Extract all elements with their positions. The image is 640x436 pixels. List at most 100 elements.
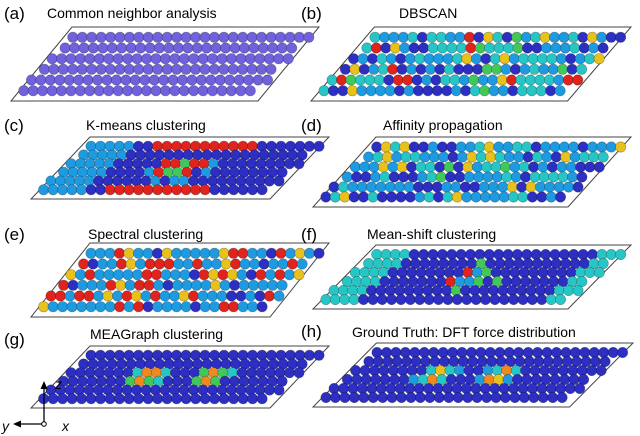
- atom: [572, 181, 584, 193]
- atom: [520, 364, 532, 376]
- atom: [379, 171, 391, 183]
- atom: [341, 171, 353, 183]
- atom: [527, 382, 539, 394]
- atom: [247, 184, 259, 196]
- atom: [133, 247, 145, 259]
- atom: [65, 53, 77, 65]
- atom: [424, 161, 436, 173]
- atom: [522, 151, 534, 163]
- atom: [388, 31, 400, 43]
- atom: [87, 42, 99, 54]
- atom: [506, 74, 518, 86]
- atom: [554, 85, 566, 97]
- atom: [408, 141, 420, 153]
- panel-title-c: K-means clustering: [86, 117, 206, 133]
- atom: [228, 184, 240, 196]
- atom: [197, 290, 209, 302]
- atom: [275, 247, 287, 259]
- atom: [47, 184, 59, 196]
- atom: [123, 247, 135, 259]
- atom: [387, 266, 399, 278]
- atom: [252, 74, 264, 86]
- atom: [87, 258, 99, 270]
- atom: [462, 391, 474, 403]
- atom: [415, 266, 427, 278]
- atom: [356, 382, 368, 394]
- atom: [557, 364, 569, 376]
- atom: [451, 293, 463, 305]
- atom: [509, 266, 521, 278]
- atom: [267, 42, 279, 54]
- atom: [493, 141, 505, 153]
- atom: [418, 42, 430, 54]
- atom: [190, 247, 202, 259]
- atom: [197, 53, 209, 65]
- atom: [471, 266, 483, 278]
- atom: [503, 151, 515, 163]
- axis-triad: [13, 381, 48, 428]
- atom: [173, 258, 185, 270]
- atom: [94, 269, 106, 281]
- atom: [178, 290, 190, 302]
- atom: [494, 347, 506, 358]
- atom: [428, 347, 440, 358]
- atom: [441, 284, 453, 296]
- atom: [510, 63, 522, 75]
- atom-slab-e: [29, 242, 331, 318]
- atom: [142, 393, 154, 405]
- atom: [474, 42, 486, 54]
- atom: [329, 191, 341, 203]
- atom: [396, 161, 408, 173]
- panel-label-d: (d): [301, 116, 322, 135]
- atom: [83, 290, 95, 302]
- atom: [455, 249, 467, 260]
- atom: [451, 382, 463, 394]
- atom: [199, 393, 211, 405]
- atom: [102, 290, 114, 302]
- atom: [453, 161, 465, 173]
- atom: [530, 249, 542, 260]
- atom: [92, 290, 104, 302]
- atom-slab-g: [29, 345, 331, 409]
- atom: [365, 284, 377, 296]
- atom: [490, 391, 502, 403]
- atom: [433, 391, 445, 403]
- atom: [66, 301, 78, 313]
- atom: [383, 74, 395, 86]
- atom: [453, 266, 465, 278]
- atom: [351, 171, 363, 183]
- atom: [371, 249, 383, 260]
- atom: [422, 284, 434, 296]
- atom: [395, 293, 407, 305]
- atom: [426, 31, 438, 43]
- atom: [427, 141, 439, 153]
- atom: [57, 301, 69, 313]
- atom: [376, 191, 388, 203]
- atom: [190, 393, 202, 405]
- atom: [220, 42, 232, 54]
- atom: [508, 382, 520, 394]
- atom: [273, 290, 285, 302]
- atom: [576, 63, 588, 75]
- atom: [503, 42, 515, 54]
- atom: [282, 53, 294, 65]
- atom: [207, 85, 219, 97]
- atom: [400, 151, 412, 163]
- atom: [404, 191, 416, 203]
- atom: [452, 53, 464, 65]
- atom: [273, 175, 285, 187]
- atom: [555, 382, 567, 394]
- atom: [256, 301, 268, 313]
- atom: [424, 63, 436, 75]
- atom: [264, 384, 276, 396]
- atom: [526, 85, 538, 97]
- atom: [188, 85, 200, 97]
- atom: [159, 290, 171, 302]
- atom: [38, 184, 50, 196]
- atom: [339, 63, 351, 75]
- atom: [182, 42, 194, 54]
- atom: [210, 42, 222, 54]
- atom: [443, 266, 455, 278]
- atom: [199, 184, 211, 196]
- atom: [313, 349, 325, 361]
